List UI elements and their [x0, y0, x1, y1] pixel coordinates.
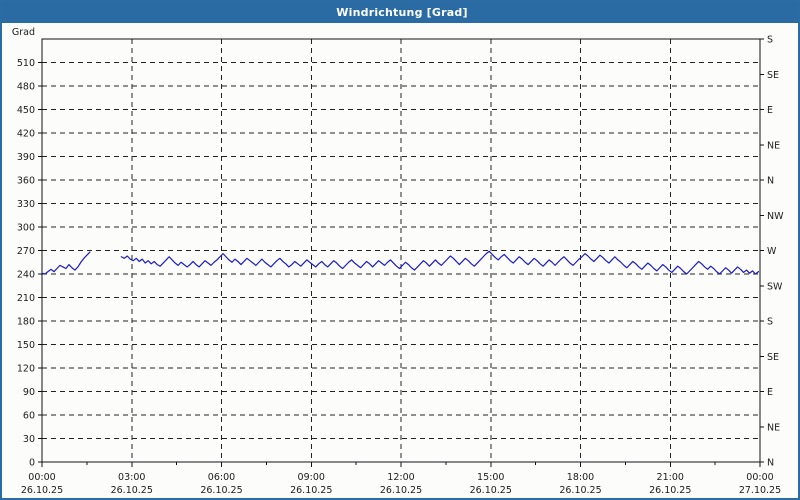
y-axis-tick-label: 90	[23, 387, 35, 398]
page-title: Windrichtung [Grad]	[336, 6, 468, 19]
y-axis-right-tick-label: N	[767, 176, 774, 187]
y-axis-right-tick-label: NW	[767, 211, 784, 222]
x-axis: 00:00 26.10.25 03:00 26.10.25 06:00 26.10.25 0…	[21, 462, 781, 496]
y-axis-tick-label: 30	[23, 434, 35, 445]
x-axis-time-label: 00:00	[28, 472, 55, 483]
x-axis-time-label: 06:00	[208, 472, 235, 483]
x-axis-date-label: 26.10.25	[111, 485, 153, 496]
y-axis-tick-label: 360	[17, 176, 35, 187]
y-axis-tick-label: 150	[17, 340, 35, 351]
y-axis-right: N NE E SE S SW W NW N NE E SE S	[760, 35, 784, 469]
y-axis-right-tick-label: NE	[767, 140, 780, 151]
y-axis-tick-label: 270	[17, 246, 35, 257]
x-axis-date-label: 26.10.25	[470, 485, 512, 496]
x-axis-date-label: 26.10.25	[200, 485, 242, 496]
data-series	[41, 250, 760, 275]
gridlines	[42, 39, 760, 462]
y-axis-tick-label: 210	[17, 293, 35, 304]
x-axis-date-label: 26.10.25	[21, 485, 63, 496]
y-axis-right-tick-label: E	[767, 105, 773, 116]
x-axis-time-label: 00:00	[746, 472, 773, 483]
x-axis-time-label: 09:00	[298, 472, 325, 483]
series-line-windrichtung	[120, 250, 760, 275]
y-axis-left: 0 30 60 90 120 150 180 210 240 270 300 330 360 390 420…	[17, 58, 42, 469]
y-axis-tick-label: 60	[23, 411, 35, 422]
y-axis-tick-label: 510	[17, 58, 35, 69]
chart-canvas: 0 30 60 90 120 150 180 210 240 270 300 330 360 390 420…	[2, 23, 798, 498]
x-axis-time-label: 03:00	[118, 472, 145, 483]
y-axis-tick-label: 0	[29, 458, 35, 469]
y-axis-right-tick-label: SW	[767, 281, 783, 292]
series-line-windrichtung	[41, 251, 91, 275]
y-axis-right-tick-label: S	[767, 35, 773, 46]
y-axis-right-tick-label: S	[767, 317, 773, 328]
y-axis-right-tick-label: W	[767, 246, 777, 257]
y-axis-tick-label: 390	[17, 152, 35, 163]
y-axis-right-tick-label: SE	[767, 352, 779, 363]
y-axis-right-tick-label: NE	[767, 422, 780, 433]
x-axis-time-label: 15:00	[477, 472, 504, 483]
plot-frame	[41, 38, 761, 463]
x-axis-time-label: 12:00	[387, 472, 414, 483]
y-axis-tick-label: 480	[17, 82, 35, 93]
y-axis-right-tick-label: SE	[767, 70, 779, 81]
x-axis-date-label: 26.10.25	[559, 485, 601, 496]
y-axis-tick-label: 450	[17, 105, 35, 116]
y-axis-unit-label: Grad	[12, 27, 35, 38]
y-axis-tick-label: 330	[17, 199, 35, 210]
x-axis-date-label: 26.10.25	[649, 485, 691, 496]
x-axis-date-label: 27.10.25	[739, 485, 781, 496]
y-axis-right-tick-label: E	[767, 387, 773, 398]
y-axis-right-tick-label: N	[767, 458, 774, 469]
x-axis-date-label: 26.10.25	[290, 485, 332, 496]
x-axis-date-label: 26.10.25	[380, 485, 422, 496]
y-axis-tick-label: 240	[17, 270, 35, 281]
y-axis-tick-label: 420	[17, 129, 35, 140]
x-axis-time-label: 18:00	[567, 472, 594, 483]
x-axis-time-label: 21:00	[657, 472, 684, 483]
y-axis-tick-label: 180	[17, 317, 35, 328]
window-titlebar: Windrichtung [Grad]	[2, 2, 798, 23]
wind-direction-chart: 0 30 60 90 120 150 180 210 240 270 300 330 360 390 420…	[12, 27, 784, 496]
y-axis-tick-label: 120	[17, 364, 35, 375]
y-axis-tick-label: 300	[17, 223, 35, 234]
